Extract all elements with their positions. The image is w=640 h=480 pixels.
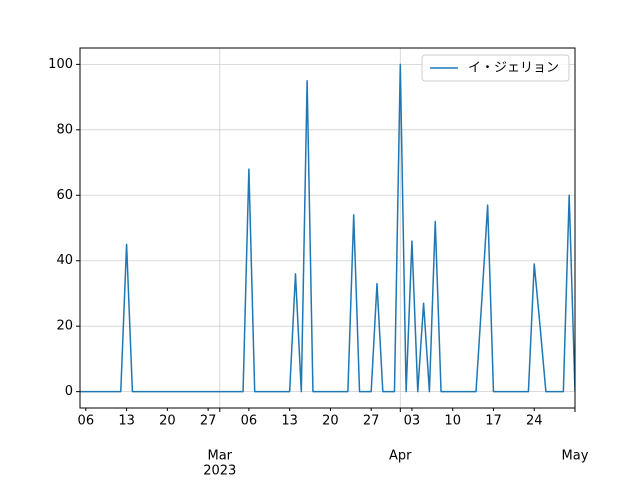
y-tick-label: 100 <box>48 57 73 72</box>
x-tick-label: 27 <box>363 414 380 429</box>
x-tick-label: 06 <box>241 414 258 429</box>
x-tick-label: 10 <box>444 414 461 429</box>
line <box>80 63 575 393</box>
x-tick-label: 20 <box>322 414 339 429</box>
x-tick-label: 17 <box>485 414 502 429</box>
y-tick-label: 0 <box>65 384 73 399</box>
y-tick-label: 20 <box>56 319 73 334</box>
x-tick-label: 20 <box>159 414 176 429</box>
x-tick-label: Mar <box>207 449 232 464</box>
legend-box <box>421 54 570 82</box>
x-tick-label: 13 <box>118 414 135 429</box>
x-tick-label: 24 <box>526 414 543 429</box>
x-tick-label: 03 <box>404 414 421 429</box>
x-tick-label: 27 <box>200 414 217 429</box>
legend-label: イ・ジェリョン <box>468 61 559 76</box>
y-tick-label: 60 <box>56 188 73 203</box>
x-tick-label: Apr <box>389 449 412 464</box>
x-tick-label: 13 <box>281 414 298 429</box>
x-tick-label: May <box>562 449 589 464</box>
x-tick-label: 06 <box>78 414 95 429</box>
y-tick-label: 40 <box>56 253 73 268</box>
axes-frame <box>79 47 576 409</box>
y-tick-label: 80 <box>56 122 73 137</box>
x-offset-label: 2023 <box>203 464 236 479</box>
